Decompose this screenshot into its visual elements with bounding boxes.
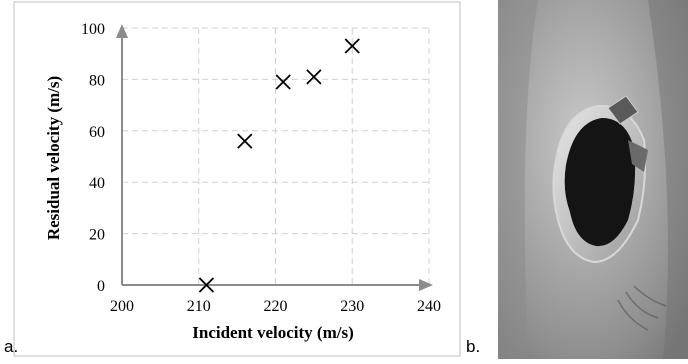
data-point-0-0 bbox=[198, 277, 215, 293]
hole bbox=[564, 118, 636, 247]
panel-label-b: b. bbox=[466, 337, 481, 356]
photo-panel: b. bbox=[466, 0, 688, 359]
tick-labels: 200 210 220 230 240 0 20 40 60 80 100 bbox=[81, 21, 441, 315]
data-point-0-2 bbox=[275, 74, 291, 90]
y-tick-label-100: 100 bbox=[81, 21, 105, 38]
y-tick-label-40: 40 bbox=[89, 175, 105, 192]
panel-label-a: a. bbox=[4, 337, 19, 356]
perforation-photo bbox=[498, 0, 688, 359]
scatter-chart: 200 210 220 230 240 0 20 40 60 80 100 Incident vel… bbox=[13, 1, 461, 357]
chart-panel: 200 210 220 230 240 0 20 40 60 80 100 Incident vel… bbox=[4, 1, 461, 357]
x-tick-label-230: 230 bbox=[340, 298, 364, 315]
x-axis-arrow bbox=[419, 279, 433, 291]
chart-frame bbox=[13, 1, 461, 357]
data-point-0-4 bbox=[344, 38, 360, 54]
petal-fold bbox=[607, 95, 639, 125]
axes bbox=[116, 24, 433, 291]
x-tick-label-200: 200 bbox=[110, 298, 134, 315]
data-point-0-3 bbox=[306, 69, 322, 85]
data-points bbox=[198, 38, 360, 293]
x-tick-label-240: 240 bbox=[417, 298, 441, 315]
metal-shadow-right bbox=[648, 0, 688, 359]
y-axis-title: Residual velocity (m/s) bbox=[44, 76, 63, 240]
scratch-marks bbox=[617, 285, 667, 331]
x-tick-label-220: 220 bbox=[264, 298, 288, 315]
x-tick-label-210: 210 bbox=[187, 298, 211, 315]
y-axis-arrow bbox=[116, 24, 128, 38]
data-point-0-1 bbox=[237, 133, 253, 149]
y-tick-label-80: 80 bbox=[89, 72, 105, 89]
y-tick-label-60: 60 bbox=[89, 124, 105, 141]
metal-shadow-left bbox=[498, 0, 538, 359]
y-tick-label-0: 0 bbox=[97, 278, 105, 295]
y-tick-label-20: 20 bbox=[89, 227, 105, 244]
petal-fold-2 bbox=[628, 140, 648, 172]
x-axis-title: Incident velocity (m/s) bbox=[192, 323, 353, 342]
grid-lines bbox=[122, 27, 430, 285]
